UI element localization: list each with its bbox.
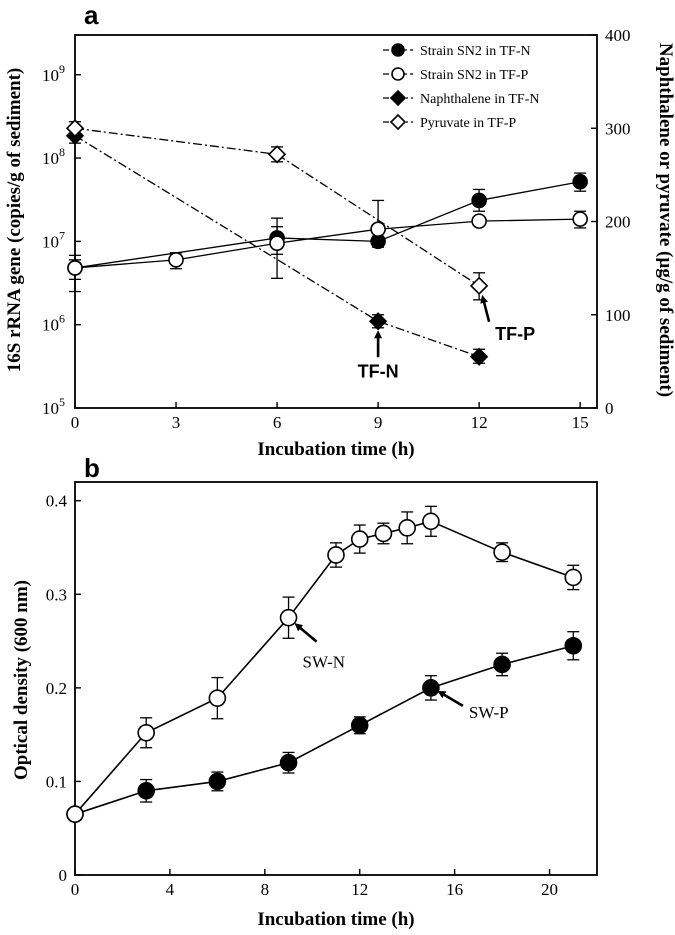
panel-a-data-point [269,235,285,252]
panel-b-data-point [279,753,298,772]
panel-b-x-tick-label: 4 [166,880,175,899]
legend-marker [391,43,405,57]
panel-a-frame [74,34,598,409]
panel-a-y-tick-label: 105 [42,395,65,418]
panel-b-data-point [564,636,583,655]
legend-entry: Strain SN2 in TF-N [420,44,531,59]
panel-a-y-tick-label: 106 [42,312,65,335]
annotation-arrow [294,623,318,643]
panel-b-data-point [398,519,416,537]
panel-b-x-tick-label: 8 [261,880,270,899]
panel-a: a 0 3 6 9 12 15 105 106 107 108 109 0 100 200 300 400… [4,0,675,460]
panel-b-data-point [327,546,345,564]
panel-b-y-tick-label: 0.2 [46,679,67,698]
panel-a-y2-tick-label: 100 [605,306,631,325]
panel-a-data-point [65,119,85,138]
panel-b-data-point [493,543,511,561]
panel-a-series-line [74,135,480,358]
panel-b-x-axis-title: Incubation time (h) [257,909,414,930]
panel-a-series-line [74,181,581,269]
panel-b-data-point [422,512,440,531]
panel-b-data-point [208,689,227,707]
panel-a-data-point [267,145,287,164]
panel-a-series-line [74,218,581,269]
panel-a-x-tick-label: 12 [471,413,488,432]
panel-b-data-point [137,781,155,800]
panel-b-frame [74,481,598,876]
panel-a-data-point [469,347,489,366]
panel-b-data-point [279,608,298,627]
panel-a-y2-axis-title: Naphthalene or pyruvate (µg/g of sedimen… [655,43,675,397]
panel-b-data-point [422,679,440,697]
panel-a-x-axis-title: Incubation time (h) [257,439,414,460]
panel-a-x-tick-label: 15 [572,413,589,432]
annotation-label: TF-N [358,361,399,381]
panel-a-data-point [370,221,386,238]
panel-a-data-point [368,312,388,331]
panel-b-x-tick-label: 20 [541,880,558,899]
panel-b-data-point [374,524,393,543]
panel-b-x-tick-label: 16 [446,880,463,899]
panel-a-data-point [572,173,588,190]
panel-b-x-tick-label: 0 [71,880,80,899]
legend-entry: Pyruvate in TF-P [420,116,516,131]
panel-a-y2-tick-label: 200 [605,213,631,232]
panel-a-data-point [471,192,487,209]
panel-b-data-point [493,655,511,674]
panel-a-y2-tick-label: 0 [605,399,614,418]
panel-b-data-point [564,568,583,587]
legend-marker [389,113,407,131]
panel-b-label: b [84,453,100,483]
panel-a-x-tick-label: 3 [172,413,181,432]
panel-a-y-tick-label: 109 [42,62,65,85]
panel-a-data-point [67,260,83,276]
legend-entry: Naphthalene in TF-N [420,92,540,107]
panel-a-x-tick-label: 9 [374,413,383,432]
panel-a-y-tick-label: 108 [42,145,65,168]
annotation-label: SW-P [469,703,509,722]
panel-a-label: a [84,0,99,30]
annotation-arrow [480,294,491,323]
panel-b-data-point [66,805,84,823]
panel-b-data-point [208,772,227,791]
annotation-label: SW-N [303,653,346,672]
panel-a-y-axis-title: 16S rRNA gene (copies/g of sediment) [4,68,25,373]
panel-b-y-tick-label: 0.4 [46,492,68,511]
panel-b-y-tick-label: 0 [59,866,68,885]
annotation-arrow [437,690,464,707]
panel-b-data-point [350,530,369,548]
panel-a-y-tick-label: 107 [42,228,65,251]
panel-b-series-line [74,644,574,815]
panel-b-data-point [350,716,369,735]
panel-a-x-tick-label: 0 [71,413,80,432]
panel-b-x-tick-label: 12 [351,880,368,899]
panel-a-series-line [74,127,480,287]
panel-b-data-point [137,723,155,742]
panel-a-data-point [168,252,184,268]
panel-a-legend: Strain SN2 in TF-N Strain SN2 in TF-P Naph… [383,43,540,131]
panel-a-data-point [471,213,487,229]
panel-a-data-point [469,276,489,295]
annotation-label: TF-P [495,324,535,344]
legend-entry: Strain SN2 in TF-P [420,68,528,83]
panel-b-y-tick-label: 0.3 [46,585,67,604]
panel-a-y2-tick-label: 400 [605,26,631,45]
panel-a-data-point [572,211,588,227]
panel-b-y-axis-title: Optical density (600 nm) [11,580,32,780]
panel-b: b 0 4 8 12 16 20 0 0.1 0.2 0.3 0.4 Incubation tim… [11,453,598,930]
panel-a-y2-tick-label: 300 [605,119,631,138]
panel-a-x-tick-label: 6 [273,413,282,432]
legend-marker [389,89,407,107]
panel-b-y-tick-label: 0.1 [46,772,67,791]
legend-marker [391,67,405,81]
